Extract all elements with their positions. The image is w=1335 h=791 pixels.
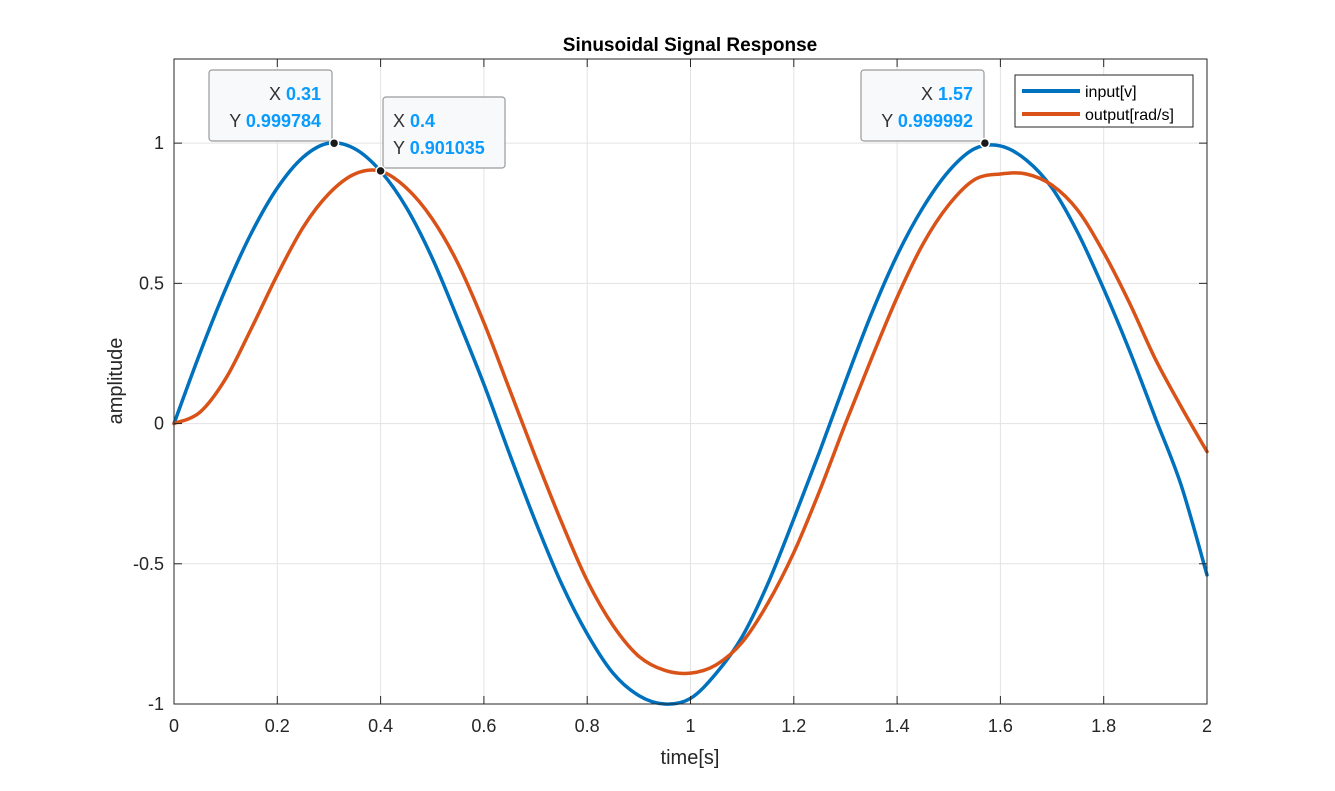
x-tick-label: 1.6 [988,716,1013,736]
x-tick-label: 1.4 [885,716,910,736]
datatip-x-row: X 0.4 [393,111,435,131]
axis-ticks: 0 0.2 0.4 0.6 0.8 1 1.2 1.4 1.6 1.8 2 -1 -0.5 0 0.5 1 [133,59,1212,736]
datatip-y-value: 0.901035 [410,138,485,158]
datatip-box [860,69,985,142]
series-lines [172,141,1209,706]
y-axis-label: amplitude [105,338,127,425]
datatip-x-value: 0.4 [410,111,435,131]
series-line-output[interactable] [172,168,1209,676]
datatip-x-row: X 0.31 [269,84,321,104]
datatip[interactable]: X 0.31 Y 0.999784 [208,69,340,149]
y-tick-label: -0.5 [133,554,164,574]
y-tick-label: 1 [154,133,164,153]
x-tick-label: 0.8 [575,716,600,736]
datatip-x-key: X [269,84,286,104]
series-line-input[interactable] [172,141,1209,706]
chart-title: Sinusoidal Signal Response [563,35,817,56]
x-tick-label: 0.2 [265,716,290,736]
legend[interactable]: input[v] output[rad/s] [1014,74,1194,128]
x-tick-label: 1.2 [781,716,806,736]
datatip-y-row: Y 0.999784 [229,111,321,131]
datatip[interactable]: X 0.4Y 0.901035 [375,96,506,177]
datatip-marker[interactable] [375,165,386,177]
y-tick-label: -1 [148,694,164,714]
y-tick-label: 0 [154,414,164,434]
datatip-marker[interactable] [979,137,991,149]
datatip-marker[interactable] [328,137,340,149]
x-tick-label: 1 [685,716,695,736]
legend-label-output: output[rad/s] [1085,107,1174,124]
datatip-y-key: Y [229,111,246,131]
datatip-y-row: Y 0.999992 [881,111,973,131]
x-tick-label: 0 [169,716,179,736]
datatip-box [382,96,506,169]
x-tick-label: 1.8 [1091,716,1116,736]
datatip-x-key: X [393,111,410,131]
datatip-y-value: 0.999992 [898,111,973,131]
datatip-x-key: X [921,84,938,104]
x-tick-label: 0.6 [471,716,496,736]
datatip[interactable]: X 1.57 Y 0.999992 [860,69,991,149]
legend-box [1014,74,1194,128]
legend-label-input: input[v] [1085,84,1137,101]
datatip-x-value: 0.31 [286,84,321,104]
x-tick-label: 2 [1202,716,1212,736]
x-axis-label: time[s] [661,747,720,769]
datatip-y-row: Y 0.901035 [393,138,485,158]
datatip-y-key: Y [881,111,898,131]
y-tick-label: 0.5 [139,273,164,293]
datatip-y-value: 0.999784 [246,111,321,131]
datatip-x-value: 1.57 [938,84,973,104]
x-tick-label: 0.4 [368,716,393,736]
datatip-x-row: X 1.57 [921,84,973,104]
datatip-box [208,69,333,142]
datatip-y-key: Y [393,138,410,158]
